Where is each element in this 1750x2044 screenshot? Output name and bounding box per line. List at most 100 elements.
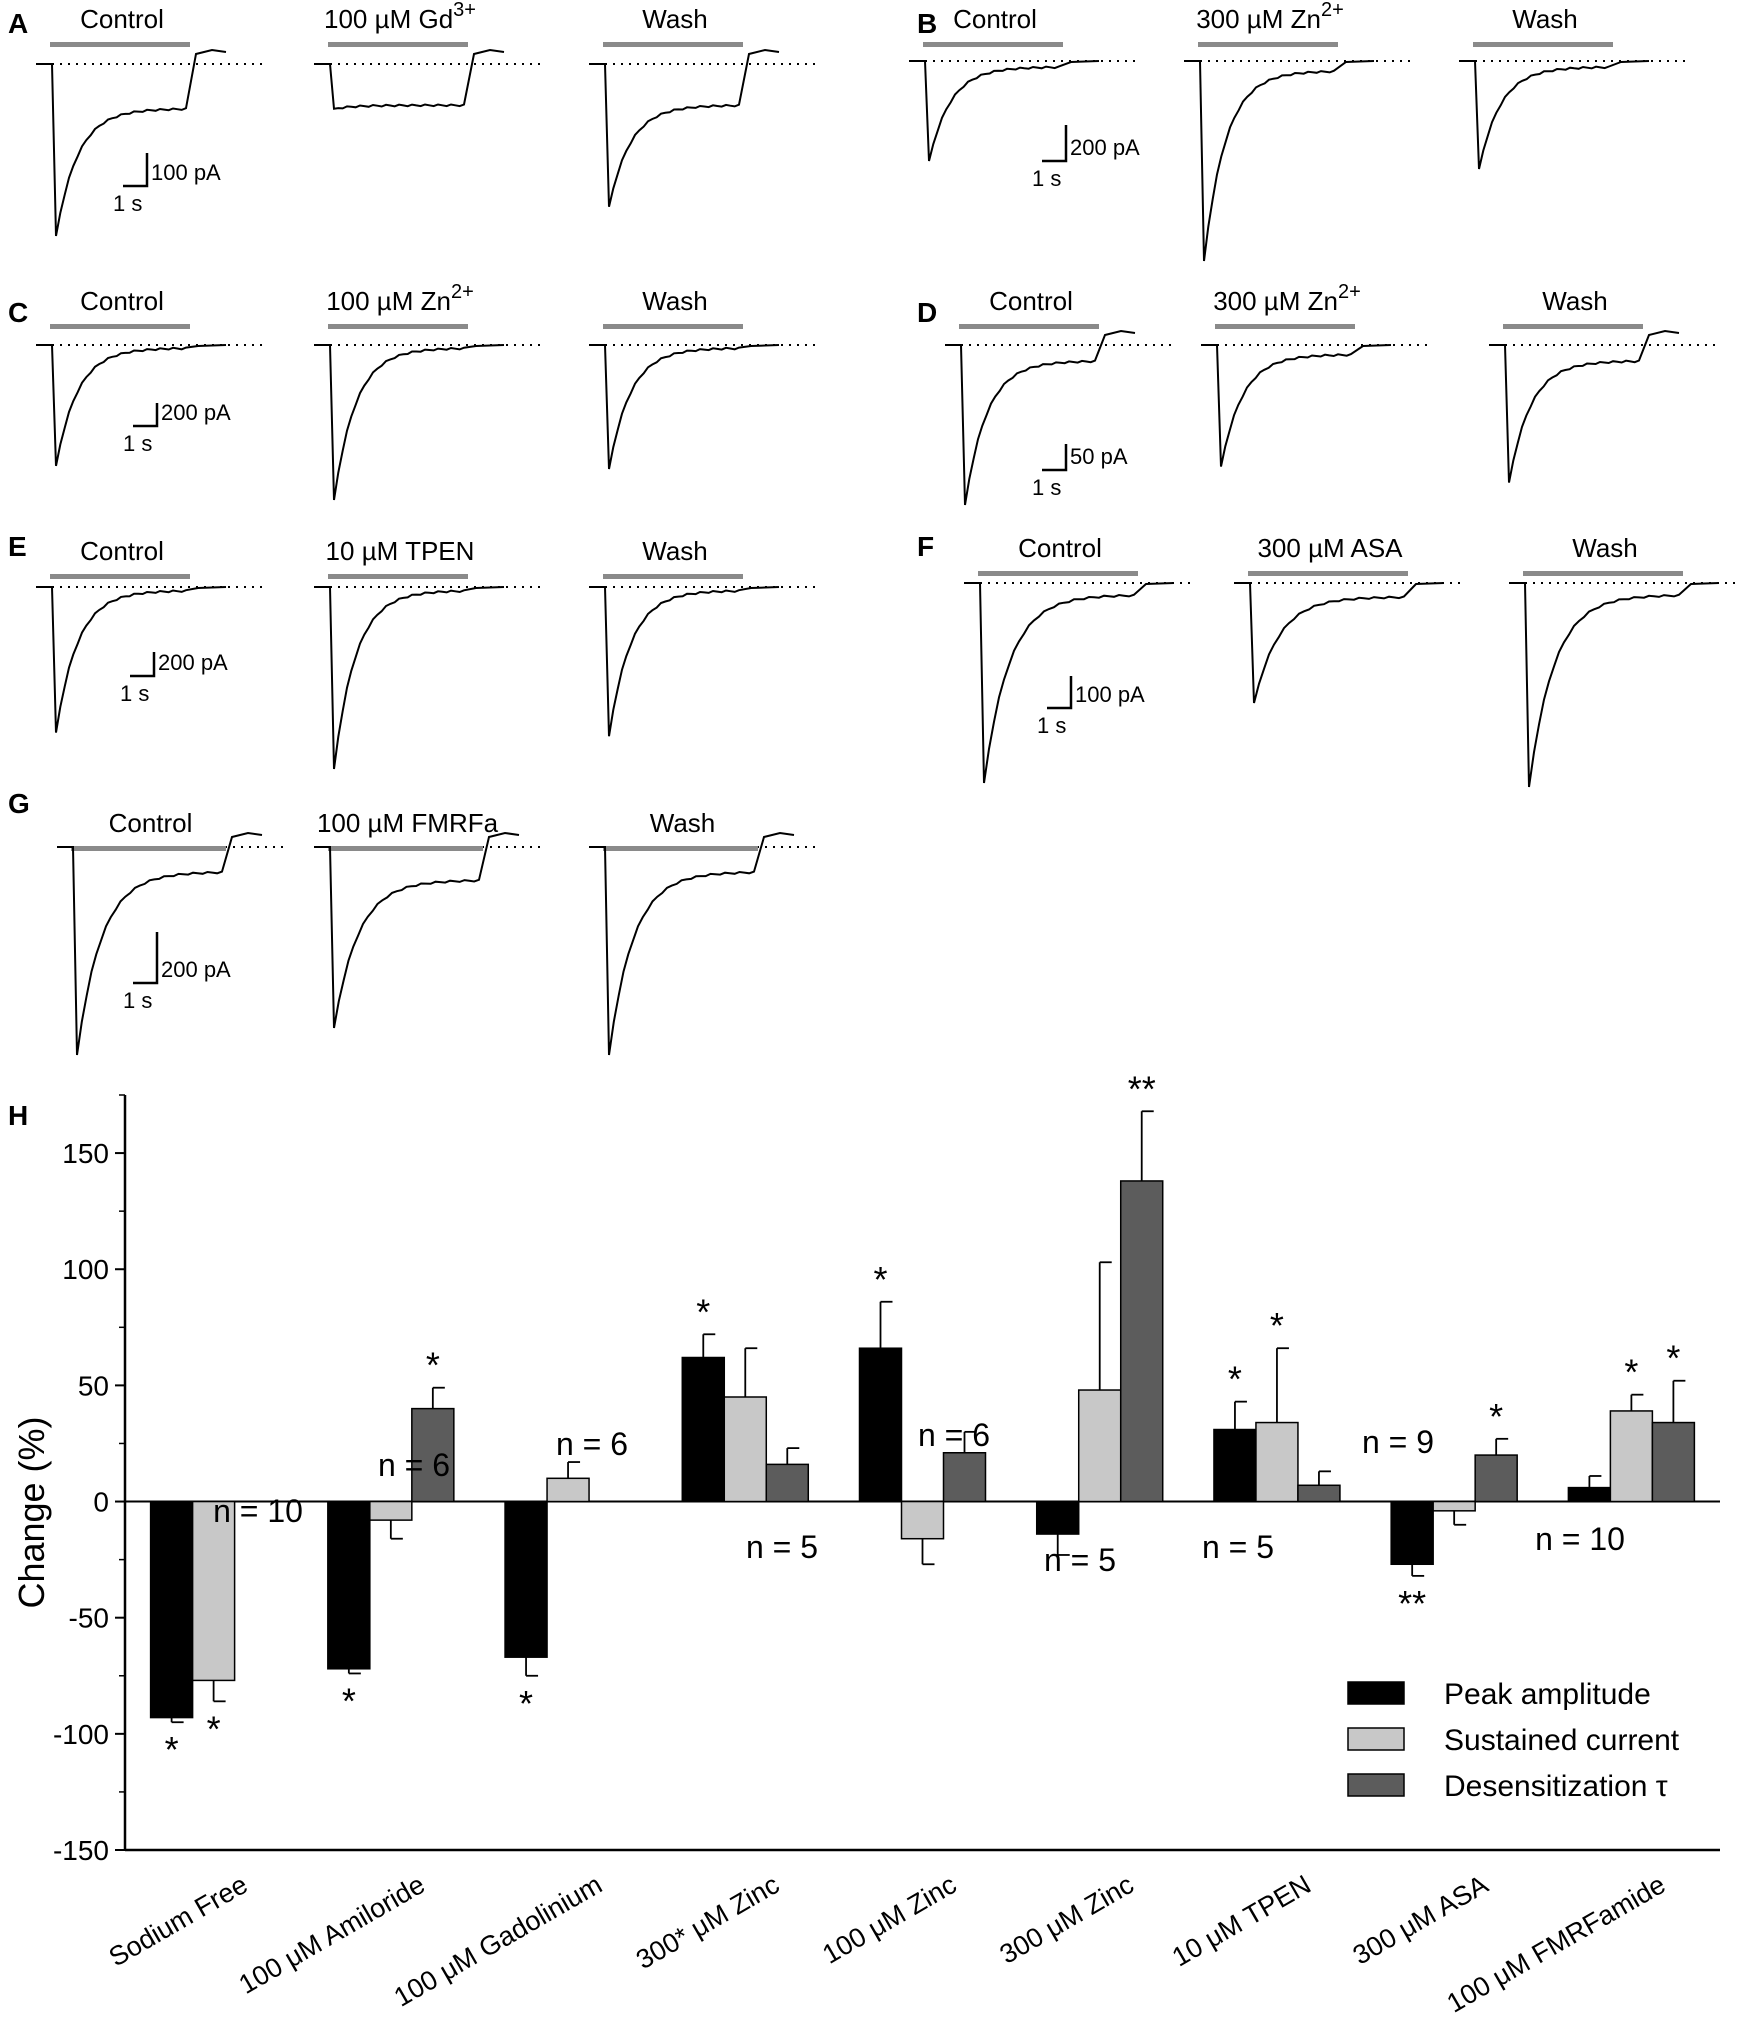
bar [681, 1356, 726, 1503]
y-tick-label: -50 [69, 1603, 109, 1634]
significance-mark: * [342, 1680, 356, 1721]
trace-wash: Wash [1459, 4, 1685, 170]
bar [1432, 1500, 1476, 1512]
trace-300-m-zn2: 300 µM Zn2+ [1184, 0, 1410, 262]
agonist-bar [328, 574, 468, 579]
significance-mark: * [1270, 1305, 1284, 1346]
agonist-bar [1473, 42, 1613, 47]
legend-label: Desensitization τ [1444, 1770, 1668, 1803]
legend-swatch [1347, 1773, 1405, 1797]
current-trace-panels: A Control 100 µM Gd3+ Wash 100 pA 1 s B Control… [8, 0, 1735, 1056]
agonist-bar [1248, 571, 1408, 576]
condition-label: Control [1018, 533, 1102, 563]
agonist-bar [603, 574, 743, 579]
sample-size-label: n = 5 [1044, 1542, 1116, 1578]
sample-size-label: n = 10 [1535, 1521, 1625, 1557]
current-trace [964, 582, 1175, 784]
trace-300-m-asa: 300 µM ASA [1234, 533, 1460, 704]
scale-bar-lines [133, 932, 159, 985]
agonist-bar [1198, 42, 1338, 47]
current-trace [909, 60, 1100, 162]
panel-c: C Control 100 µM Zn2+ Wash 200 pA 1 s [8, 281, 815, 501]
scale-time-label: 1 s [1032, 475, 1061, 500]
agonist-bar [923, 42, 1063, 47]
legend-swatch [1347, 1727, 1405, 1751]
significance-mark: * [207, 1708, 221, 1749]
trace-10-m-tpen: 10 µM TPEN [314, 536, 540, 770]
bar-group: **100 μM Amiloride [234, 1345, 455, 2000]
significance-mark: * [519, 1683, 533, 1724]
sample-size-label: n = 5 [746, 1529, 818, 1565]
bar [411, 1407, 455, 1503]
bar [765, 1463, 810, 1503]
scale-time-label: 1 s [1032, 166, 1061, 191]
scale-time-label: 1 s [1037, 713, 1066, 738]
significance-mark: * [873, 1259, 887, 1300]
condition-label: Control [953, 4, 1037, 34]
scale-bar-lines [123, 153, 149, 188]
scale-time-label: 1 s [123, 431, 152, 456]
bar [1390, 1500, 1434, 1566]
scale-bar: 50 pA 1 s [1032, 444, 1128, 500]
agonist-bar [603, 846, 758, 851]
bar [1077, 1389, 1122, 1503]
sample-size-label: n = 6 [918, 1417, 990, 1453]
trace-300-m-zn2: 300 µM Zn2+ [1201, 281, 1427, 467]
condition-label: 10 µM TPEN [326, 536, 475, 566]
bar-group: * 100 μM Zinc [817, 1259, 987, 1970]
trace-control: Control [36, 286, 262, 467]
panel-g: G Control 100 µM FMRFa Wash 200 pA 1 s [8, 788, 815, 1056]
condition-label: Control [80, 4, 164, 34]
panel-letter: A [8, 8, 28, 39]
trace-control: Control [964, 533, 1190, 784]
bar [1255, 1421, 1299, 1503]
condition-label: Control [80, 536, 164, 566]
condition-label: Wash [1572, 533, 1638, 563]
condition-label: Wash [1512, 4, 1578, 34]
condition-label: Control [80, 286, 164, 316]
agonist-bar [1503, 324, 1643, 329]
bar [369, 1500, 413, 1521]
scale-bar-lines [133, 403, 159, 428]
scale-time-label: 1 s [123, 988, 152, 1013]
scale-bar: 200 pA 1 s [1032, 125, 1140, 191]
bar-group: *100 μM Gadolinium [389, 1461, 607, 2013]
scale-bar: 100 pA 1 s [1037, 676, 1145, 738]
agonist-bar [959, 324, 1099, 329]
scale-time-label: 1 s [120, 681, 149, 706]
trace-wash: Wash [589, 4, 815, 207]
trace-control: Control [36, 536, 262, 733]
scale-bar: 200 pA 1 s [120, 650, 228, 706]
panel-letter: F [917, 531, 934, 562]
significance-mark: ** [1398, 1583, 1426, 1624]
trace-100-m-gd3: 100 µM Gd3+ [314, 0, 540, 110]
current-trace [314, 344, 505, 501]
scale-bar: 100 pA 1 s [113, 153, 221, 216]
panel-letter: D [917, 297, 937, 328]
current-trace [1201, 344, 1392, 467]
bar [504, 1500, 548, 1658]
y-tick-label: -150 [53, 1835, 109, 1866]
agonist-bar [328, 846, 483, 851]
current-trace [36, 48, 227, 237]
agonist-bar [328, 324, 468, 329]
y-tick-label: -100 [53, 1719, 109, 1750]
panel-a: A Control 100 µM Gd3+ Wash 100 pA 1 s [8, 0, 815, 237]
current-trace [314, 48, 505, 110]
current-trace [1184, 60, 1375, 262]
x-category-label: Sodium Free [104, 1869, 253, 1972]
significance-mark: * [1624, 1352, 1638, 1393]
x-category-label: 100 μM Zinc [817, 1869, 961, 1970]
current-trace [36, 344, 227, 467]
scale-current-label: 200 pA [158, 650, 228, 675]
bar [942, 1452, 987, 1503]
legend-swatch [1347, 1681, 1405, 1705]
condition-label: 300 µM Zn2+ [1196, 0, 1344, 34]
condition-label: Wash [642, 286, 708, 316]
scale-bar-lines [1047, 676, 1073, 710]
scale-current-label: 100 pA [151, 160, 221, 185]
sample-size-label: n = 5 [1202, 1529, 1274, 1565]
current-trace [314, 586, 505, 770]
bar [1474, 1454, 1518, 1503]
